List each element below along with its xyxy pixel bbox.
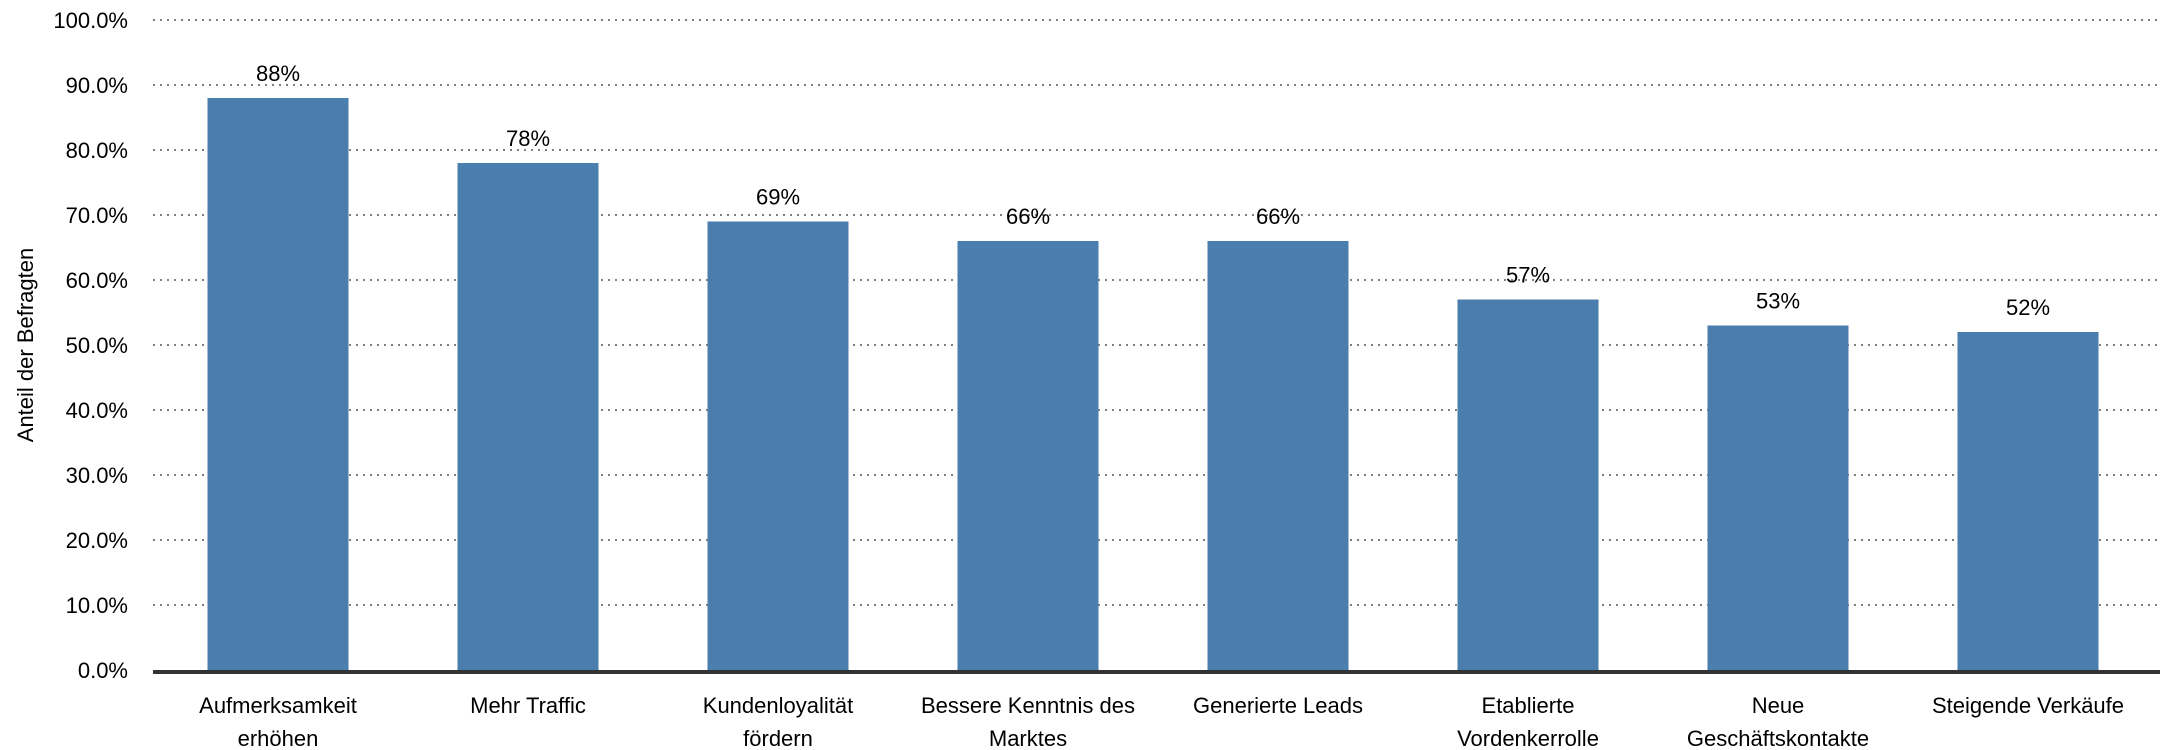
y-tick-label: 90.0% <box>66 73 128 98</box>
category-label-line: Steigende Verkäufe <box>1932 693 2124 718</box>
x-axis-labels: Aufmerksamkeit erhöhen Mehr Traffic Kundenl… <box>199 693 2124 750</box>
bar <box>457 163 599 670</box>
bar <box>1707 325 1849 670</box>
gridlines <box>153 19 2160 606</box>
data-label: 57% <box>1506 263 1550 288</box>
category-label: Etablierte Vordenkerrolle <box>1457 693 1599 750</box>
category-label: Neue Geschäftskontakte <box>1687 693 1869 750</box>
y-tick-label: 50.0% <box>66 333 128 358</box>
category-label-line: Geschäftskontakte <box>1687 726 1869 750</box>
category-label-line: Marktes <box>989 726 1067 750</box>
category-label: Kundenloyalität fördern <box>703 693 853 750</box>
y-axis-title: Anteil der Befragten <box>13 248 38 442</box>
data-label: 53% <box>1756 289 1800 314</box>
bar <box>1957 332 2099 670</box>
category-label-line: Bessere Kenntnis des <box>921 693 1135 718</box>
y-tick-label: 40.0% <box>66 398 128 423</box>
bars <box>207 98 2099 670</box>
data-label: 66% <box>1256 204 1300 229</box>
category-label-line: Etablierte <box>1482 693 1575 718</box>
y-tick-label: 60.0% <box>66 268 128 293</box>
y-tick-label: 10.0% <box>66 593 128 618</box>
data-label: 69% <box>756 185 800 210</box>
category-label: Aufmerksamkeit erhöhen <box>199 693 357 750</box>
category-label-line: Generierte Leads <box>1193 693 1363 718</box>
y-tick-label: 0.0% <box>78 658 128 683</box>
y-axis-ticks: 0.0% 10.0% 20.0% 30.0% 40.0% 50.0% 60.0% 70.0% 8… <box>53 8 128 683</box>
bar <box>1207 241 1349 670</box>
category-label: Mehr Traffic <box>470 693 586 718</box>
data-label: 78% <box>506 126 550 151</box>
category-label-line: Vordenkerrolle <box>1457 726 1599 750</box>
category-label-line: fördern <box>743 726 813 750</box>
category-label-line: erhöhen <box>238 726 319 750</box>
data-label: 88% <box>256 61 300 86</box>
data-label: 66% <box>1006 204 1050 229</box>
category-label-line: Neue <box>1752 693 1805 718</box>
category-label: Bessere Kenntnis des Marktes <box>921 693 1135 750</box>
bar <box>707 221 849 670</box>
category-label: Generierte Leads <box>1193 693 1363 718</box>
y-tick-label: 80.0% <box>66 138 128 163</box>
y-tick-label: 70.0% <box>66 203 128 228</box>
category-label-line: Kundenloyalität <box>703 693 853 718</box>
category-label-line: Aufmerksamkeit <box>199 693 357 718</box>
category-label-line: Mehr Traffic <box>470 693 586 718</box>
y-tick-label: 20.0% <box>66 528 128 553</box>
data-labels: 88% 78% 69% 66% 66% 57% 53% 52% <box>256 61 2050 320</box>
bar <box>1457 299 1599 670</box>
category-label: Steigende Verkäufe <box>1932 693 2124 718</box>
y-tick-label: 30.0% <box>66 463 128 488</box>
bar <box>207 98 349 670</box>
y-tick-label: 100.0% <box>53 8 128 33</box>
bar <box>957 241 1099 670</box>
data-label: 52% <box>2006 295 2050 320</box>
